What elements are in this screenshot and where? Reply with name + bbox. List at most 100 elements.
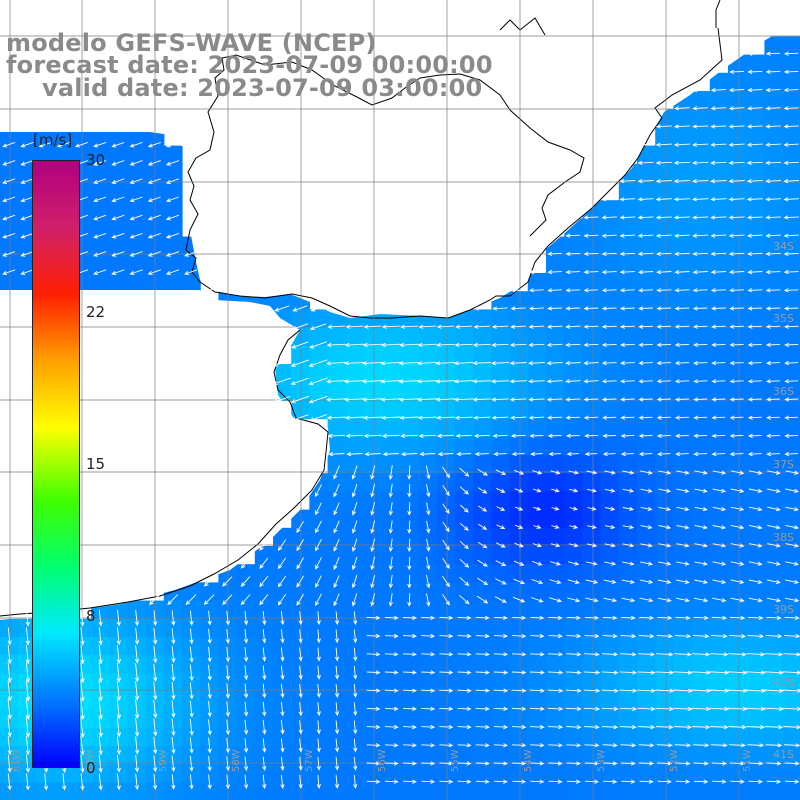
speed-cell <box>400 764 420 784</box>
wind-arrow <box>637 688 656 693</box>
wind-arrow <box>403 761 417 766</box>
wind-arrow <box>782 688 800 693</box>
speed-cell <box>182 273 201 292</box>
wind-arrow <box>513 469 525 475</box>
wind-arrow <box>184 269 198 275</box>
speed-cell <box>637 436 656 456</box>
wind-arrow <box>380 342 401 348</box>
speed-cell <box>673 655 693 674</box>
speed-cell <box>327 400 347 420</box>
wind-arrow <box>510 306 526 311</box>
speed-cell <box>673 345 693 365</box>
wind-arrow <box>765 306 781 311</box>
wind-arrow <box>407 574 412 589</box>
wind-arrow <box>601 306 617 311</box>
wind-arrow <box>93 214 107 221</box>
speed-cell <box>655 364 674 383</box>
speed-cell <box>273 764 292 784</box>
wind-arrow <box>548 761 563 766</box>
speed-cell <box>655 182 674 201</box>
wind-arrow <box>783 142 799 147</box>
wind-arrow <box>171 646 176 664</box>
wind-arrow <box>2 214 16 221</box>
speed-cell <box>473 600 492 620</box>
wind-arrow <box>298 756 303 771</box>
speed-cell <box>546 254 565 274</box>
wind-arrow <box>457 761 472 766</box>
speed-cell <box>291 600 310 620</box>
wind-arrow <box>673 670 693 675</box>
speed-cell <box>509 291 529 310</box>
wind-arrow <box>549 579 562 585</box>
speed-cell <box>600 655 620 674</box>
speed-cell <box>709 145 729 165</box>
speed-cell <box>764 618 784 638</box>
wind-arrow <box>2 251 16 257</box>
wind-arrow <box>765 251 781 257</box>
wind-arrow <box>439 779 454 784</box>
speed-cell <box>109 600 128 620</box>
wind-arrow <box>2 160 16 166</box>
wind-arrow <box>171 774 176 790</box>
wind-arrow <box>345 324 364 329</box>
speed-cell <box>728 273 747 292</box>
wind-arrow <box>477 559 488 567</box>
wind-arrow <box>134 610 140 627</box>
wind-arrow <box>640 525 653 530</box>
speed-cell <box>400 345 420 365</box>
wind-arrow <box>475 761 490 766</box>
wind-arrow <box>494 615 508 621</box>
speed-cell <box>200 618 219 638</box>
wind-arrow <box>638 397 653 402</box>
speed-cell <box>509 600 529 620</box>
speed-cell <box>527 273 547 292</box>
speed-cell <box>473 618 492 638</box>
wind-arrow <box>656 251 672 257</box>
speed-cell <box>91 127 110 147</box>
speed-cell <box>163 182 183 201</box>
speed-cell <box>309 364 329 383</box>
wind-arrow <box>435 379 456 384</box>
wind-arrow <box>601 688 619 693</box>
wind-arrow <box>333 483 340 498</box>
speed-cell <box>564 691 583 711</box>
speed-cell <box>673 163 693 183</box>
wind-arrow <box>511 706 527 712</box>
speed-cell <box>345 491 365 511</box>
speed-cell <box>54 145 74 165</box>
wind-arrow <box>747 451 762 457</box>
speed-cell <box>709 418 729 438</box>
wind-arrow <box>492 433 508 439</box>
speed-cell <box>200 728 219 747</box>
speed-cell <box>618 509 638 529</box>
speed-cell <box>564 364 583 383</box>
speed-cell <box>728 709 747 729</box>
speed-cell <box>709 509 729 529</box>
speed-cell <box>709 309 729 329</box>
speed-cell <box>200 655 219 674</box>
speed-cell <box>509 418 529 438</box>
speed-cell <box>782 309 800 329</box>
wind-arrow <box>528 415 545 420</box>
speed-cell <box>673 400 693 420</box>
speed-cell <box>400 455 420 474</box>
speed-cell <box>709 400 729 420</box>
speed-cell <box>618 709 638 729</box>
wind-arrow <box>111 196 125 203</box>
wind-arrow <box>674 743 692 748</box>
speed-cell <box>691 473 711 492</box>
wind-arrow <box>111 269 125 275</box>
speed-cell <box>109 127 128 147</box>
wind-arrow <box>381 415 401 420</box>
speed-cell <box>36 782 56 800</box>
wind-arrow <box>784 397 799 402</box>
speed-cell <box>600 382 620 401</box>
speed-cell <box>364 709 383 729</box>
wind-arrow <box>189 700 194 718</box>
wind-arrow <box>421 688 436 693</box>
wind-arrow <box>712 579 727 585</box>
wind-arrow <box>512 779 527 784</box>
speed-cell <box>491 764 511 784</box>
wind-arrow <box>674 106 690 111</box>
wind-arrow <box>587 488 597 493</box>
